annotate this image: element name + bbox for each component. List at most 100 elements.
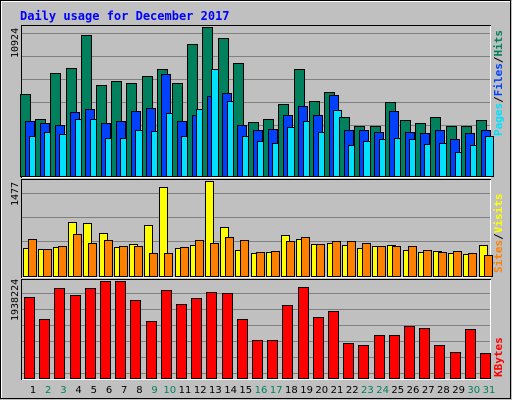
bar-kbytes-day-1 <box>24 297 35 379</box>
bar-sites-day-7 <box>119 246 128 277</box>
bar-kbytes-day-30 <box>465 329 476 379</box>
bar-sites-day-3 <box>58 246 67 277</box>
x-tick-label-day-30: 30 <box>467 385 480 396</box>
x-tick-label-day-2: 2 <box>45 385 51 396</box>
bar-kbytes-day-17 <box>267 340 278 379</box>
bar-sites-day-27 <box>423 250 432 277</box>
y-max-label: 1938224 <box>10 279 21 321</box>
x-tick-label-day-1: 1 <box>30 385 36 396</box>
legend: Pages/Files/Hits <box>492 30 505 136</box>
bar-sites-day-21 <box>332 241 341 277</box>
bar-sites-day-25 <box>392 246 401 277</box>
bar-kbytes-day-2 <box>39 319 50 379</box>
bar-sites-day-13 <box>210 243 219 277</box>
x-tick-label-day-8: 8 <box>136 385 142 396</box>
x-tick-label-day-31: 31 <box>483 385 496 396</box>
chart-title: Daily usage for December 2017 <box>20 9 230 23</box>
legend: KBytes <box>492 337 505 377</box>
x-tick-label-day-15: 15 <box>239 385 252 396</box>
bar-kbytes-day-29 <box>450 352 461 379</box>
legend-files: Files <box>492 63 505 96</box>
legend-sep: / <box>492 233 505 240</box>
bar-kbytes-day-15 <box>237 319 248 379</box>
x-tick-label-day-16: 16 <box>255 385 268 396</box>
bar-kbytes-day-26 <box>404 326 415 379</box>
bar-kbytes-day-24 <box>374 335 385 379</box>
bar-sites-day-15 <box>240 240 249 277</box>
x-tick-label-day-22: 22 <box>346 385 359 396</box>
legend-sep: / <box>492 56 505 63</box>
bar-kbytes-day-31 <box>480 353 491 379</box>
bar-sites-day-18 <box>286 241 295 277</box>
x-tick-label-day-13: 13 <box>209 385 222 396</box>
x-tick-label-day-28: 28 <box>437 385 450 396</box>
bar-sites-day-30 <box>468 253 477 277</box>
bar-sites-day-8 <box>134 246 143 277</box>
bar-sites-day-28 <box>438 252 447 277</box>
legend-kbytes: KBytes <box>492 337 505 377</box>
bar-visits-day-9 <box>144 225 153 277</box>
bar-sites-day-17 <box>271 251 280 277</box>
bar-sites-day-26 <box>408 246 417 277</box>
bar-kbytes-day-5 <box>85 288 96 379</box>
bar-visits-day-10 <box>159 187 168 277</box>
x-axis-day-labels: 1 2 3 4 5 6 7 8 9 10 11 12 13 14 15 16 17 18 19 20 21 22 23 24 2… <box>30 385 496 396</box>
bar-kbytes-day-16 <box>252 340 263 379</box>
x-tick-label-day-23: 23 <box>361 385 374 396</box>
bar-sites-day-5 <box>88 243 97 277</box>
panel-hits-files-pages: 10924 Pages/Files/Hits <box>10 25 505 178</box>
bar-sites-day-14 <box>225 237 234 277</box>
bar-sites-day-1 <box>28 239 37 277</box>
x-tick-label-day-24: 24 <box>376 385 389 396</box>
bar-kbytes-day-12 <box>191 298 202 379</box>
bar-kbytes-day-8 <box>130 300 141 379</box>
bar-sites-day-10 <box>164 253 173 277</box>
x-tick-label-day-12: 12 <box>194 385 207 396</box>
bar-kbytes-day-14 <box>222 293 233 379</box>
bar-kbytes-day-21 <box>328 311 339 379</box>
bar-sites-day-9 <box>149 253 158 277</box>
x-tick-label-day-14: 14 <box>224 385 237 396</box>
x-tick-label-day-3: 3 <box>60 385 66 396</box>
legend-pages: Pages <box>492 103 505 136</box>
bar-sites-day-16 <box>256 252 265 277</box>
legend: Sites/Visits <box>492 194 505 274</box>
bar-sites-day-23 <box>362 243 371 277</box>
bar-sites-day-6 <box>104 240 113 277</box>
bar-kbytes-day-20 <box>313 317 324 379</box>
x-tick-label-day-11: 11 <box>179 385 192 396</box>
bar-kbytes-day-28 <box>434 345 445 379</box>
bar-kbytes-day-27 <box>419 328 430 379</box>
legend-hits: Hits <box>492 30 505 57</box>
legend-sep: / <box>492 96 505 103</box>
bars-sites-visits <box>22 181 493 277</box>
y-max-label: 1477 <box>10 182 21 206</box>
bar-kbytes-day-18 <box>282 305 293 379</box>
bar-sites-day-4 <box>73 234 82 277</box>
x-tick-label-day-5: 5 <box>91 385 97 396</box>
bar-pages-day-31 <box>485 136 494 177</box>
bar-kbytes-day-19 <box>298 287 309 379</box>
x-tick-label-day-20: 20 <box>315 385 328 396</box>
bar-kbytes-day-10 <box>161 290 172 379</box>
bar-sites-day-20 <box>316 244 325 277</box>
bar-sites-day-19 <box>301 237 310 277</box>
panel-kbytes: 1938224 KBytes <box>10 279 505 380</box>
x-tick-label-day-25: 25 <box>391 385 404 396</box>
x-tick-label-day-6: 6 <box>106 385 112 396</box>
x-tick-label-day-4: 4 <box>75 385 81 396</box>
x-tick-label-day-29: 29 <box>452 385 465 396</box>
bar-kbytes-day-4 <box>70 295 81 379</box>
bar-kbytes-day-11 <box>176 304 187 379</box>
y-max-label: 10924 <box>10 28 21 58</box>
x-tick-label-day-9: 9 <box>151 385 157 396</box>
bars-hits-files-pages <box>20 27 494 177</box>
panel-sites-visits: 1477 Sites/Visits <box>10 179 505 278</box>
x-tick-label-day-27: 27 <box>422 385 435 396</box>
bar-kbytes-day-7 <box>115 281 126 379</box>
bar-sites-day-31 <box>484 255 493 277</box>
bar-sites-day-29 <box>453 251 462 277</box>
x-tick-label-day-21: 21 <box>331 385 344 396</box>
x-tick-label-day-19: 19 <box>300 385 313 396</box>
